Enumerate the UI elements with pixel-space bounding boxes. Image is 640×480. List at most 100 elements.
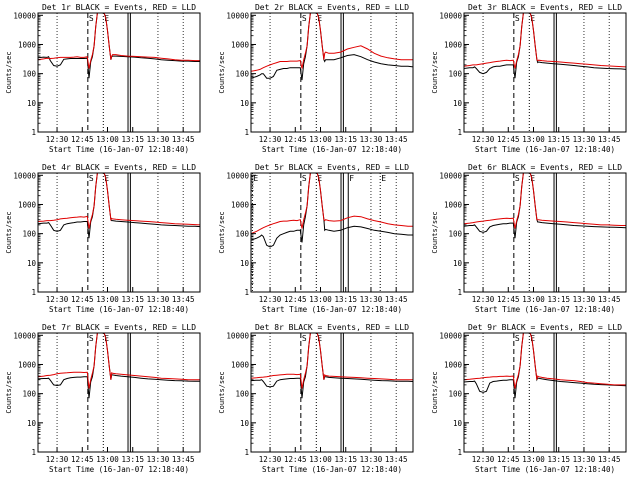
y-tick-label: 1000: [18, 40, 37, 49]
detector-chart-6: Det 6r BLACK = Events, RED = LLD S E 1 10 100…: [431, 163, 627, 314]
plot-frame: [37, 12, 201, 133]
chart-title: Det 2r BLACK = Events, RED = LLD: [255, 3, 409, 12]
x-axis-label: Start Time (16-Jan-07 12:18:40): [475, 145, 615, 154]
chart-title: Det 5r BLACK = Events, RED = LLD: [255, 163, 409, 172]
x-tick-label: 13:15: [547, 135, 570, 144]
x-tick-label: 12:30: [472, 455, 495, 464]
y-tick-label: 100: [235, 390, 249, 399]
x-tick-label: 13:45: [172, 455, 195, 464]
x-tick-label: 13:00: [309, 295, 332, 304]
x-tick-label: 13:15: [334, 295, 357, 304]
x-tick-label: 12:45: [497, 135, 520, 144]
y-tick-label: 10000: [439, 331, 462, 340]
y-tick-label: 10000: [226, 171, 249, 180]
x-tick-label: 12:30: [259, 135, 282, 144]
x-tick-label: 12:45: [71, 295, 94, 304]
y-tick-label: 1000: [231, 40, 250, 49]
detector-chart-5: Det 5r BLACK = Events, RED = LLD E S E F E 1 10…: [218, 163, 414, 314]
plot-frame: [463, 172, 627, 293]
detector-panel-2: Det 2r BLACK = Events, RED = LLD S E 1 10 100…: [213, 0, 426, 160]
x-tick-label: 12:45: [497, 455, 520, 464]
x-tick-label: 13:30: [360, 295, 383, 304]
attenuator-marker-label: S: [89, 174, 94, 183]
attenuator-marker-label: E: [317, 334, 322, 343]
x-tick-label: 12:30: [259, 295, 282, 304]
events-series-line: [251, 13, 413, 81]
y-tick-label: 10: [27, 419, 37, 428]
y-tick-label: 100: [22, 70, 36, 79]
plot-frame: [463, 12, 627, 133]
lld-series-line: [38, 333, 200, 389]
attenuator-marker-label: S: [302, 334, 307, 343]
y-tick-label: 1: [244, 448, 249, 457]
x-tick-label: 12:45: [497, 295, 520, 304]
detector-chart-7: Det 7r BLACK = Events, RED = LLD S E 1 10 100…: [5, 323, 201, 474]
attenuator-marker-label: E: [317, 14, 322, 23]
x-tick-label: 13:30: [147, 455, 170, 464]
x-tick-label: 13:30: [147, 135, 170, 144]
detector-panel-3: Det 3r BLACK = Events, RED = LLD S E 1 10 100…: [426, 0, 639, 160]
x-tick-label: 13:30: [573, 455, 596, 464]
x-tick-label: 12:45: [71, 455, 94, 464]
attenuator-marker-label: E: [104, 334, 109, 343]
x-tick-label: 12:30: [472, 135, 495, 144]
events-series-line: [464, 173, 626, 239]
y-tick-label: 1000: [444, 40, 463, 49]
x-tick-label: 13:15: [121, 135, 144, 144]
x-tick-label: 13:45: [385, 135, 408, 144]
attenuator-marker-label: E: [317, 174, 322, 183]
x-tick-label: 13:30: [573, 295, 596, 304]
chart-title: Det 8r BLACK = Events, RED = LLD: [255, 323, 409, 332]
y-tick-label: 10: [27, 259, 37, 268]
attenuator-marker-label: E: [104, 14, 109, 23]
y-tick-label: 1000: [18, 200, 37, 209]
detector-panel-4: Det 4r BLACK = Events, RED = LLD S E 1 10 100…: [0, 160, 213, 320]
attenuator-marker-label: E: [104, 174, 109, 183]
attenuator-marker-label: S: [89, 334, 94, 343]
x-axis-label: Start Time (16-Jan-07 12:18:40): [475, 305, 615, 314]
chart-title: Det 1r BLACK = Events, RED = LLD: [42, 3, 196, 12]
y-tick-label: 1000: [18, 360, 37, 369]
attenuator-marker-label: E: [253, 174, 258, 183]
x-tick-label: 13:45: [172, 295, 195, 304]
chart-title: Det 7r BLACK = Events, RED = LLD: [42, 323, 196, 332]
lld-series-line: [464, 13, 626, 69]
y-tick-label: 10000: [226, 11, 249, 20]
y-tick-label: 100: [235, 70, 249, 79]
events-series-line: [38, 333, 200, 399]
y-tick-label: 1000: [444, 360, 463, 369]
y-tick-label: 1: [244, 128, 249, 137]
detector-panel-9: Det 9r BLACK = Events, RED = LLD S E 1 10 100…: [426, 320, 639, 480]
lld-series-line: [38, 13, 200, 69]
x-tick-label: 13:00: [96, 295, 119, 304]
x-axis-label: Start Time (16-Jan-07 12:18:40): [49, 465, 189, 474]
attenuator-marker-label: S: [515, 334, 520, 343]
y-tick-label: 100: [448, 390, 462, 399]
chart-title: Det 4r BLACK = Events, RED = LLD: [42, 163, 196, 172]
detector-panel-8: Det 8r BLACK = Events, RED = LLD S E 1 10 100…: [213, 320, 426, 480]
x-tick-label: 13:00: [522, 135, 545, 144]
x-tick-label: 12:30: [46, 135, 69, 144]
y-axis-label: Counts/sec: [5, 51, 13, 93]
detector-chart-4: Det 4r BLACK = Events, RED = LLD S E 1 10 100…: [5, 163, 201, 314]
chart-title: Det 3r BLACK = Events, RED = LLD: [468, 3, 622, 12]
attenuator-marker-label: S: [515, 174, 520, 183]
x-tick-label: 13:15: [334, 455, 357, 464]
x-tick-label: 13:45: [598, 135, 621, 144]
plot-frame: [250, 172, 414, 293]
detector-panel-7: Det 7r BLACK = Events, RED = LLD S E 1 10 100…: [0, 320, 213, 480]
x-tick-label: 13:15: [334, 135, 357, 144]
y-tick-label: 1: [457, 448, 462, 457]
y-tick-label: 1: [457, 288, 462, 297]
y-tick-label: 100: [235, 230, 249, 239]
y-tick-label: 10000: [226, 331, 249, 340]
x-tick-label: 13:00: [96, 135, 119, 144]
y-tick-label: 10000: [439, 171, 462, 180]
y-tick-label: 10: [453, 419, 463, 428]
detector-chart-2: Det 2r BLACK = Events, RED = LLD S E 1 10 100…: [218, 3, 414, 154]
y-tick-label: 10: [453, 99, 463, 108]
x-tick-label: 12:30: [259, 455, 282, 464]
events-series-line: [251, 173, 413, 248]
x-tick-label: 12:45: [284, 135, 307, 144]
